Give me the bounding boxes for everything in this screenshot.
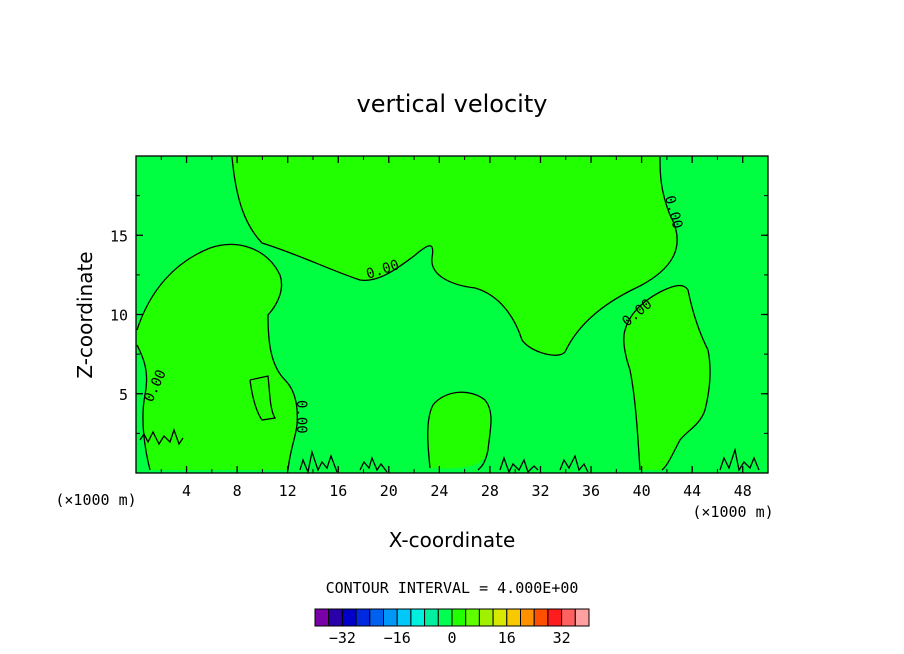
x-tick-label: 8 <box>233 482 242 500</box>
x-tick-label: 4 <box>182 482 191 500</box>
x-unit-left: (×1000 m) <box>55 491 136 509</box>
x-tick-label: 36 <box>582 482 600 500</box>
colorbar-tick-label: −32 <box>329 629 356 647</box>
contour-line-bump-center <box>427 391 492 471</box>
colorbar <box>314 608 590 627</box>
x-tick-label: 32 <box>531 482 549 500</box>
x-tick-label: 28 <box>481 482 499 500</box>
colorbar-tick-label: 32 <box>553 629 571 647</box>
colorbar-swatch <box>341 608 357 627</box>
colorbar-tick-label: 0 <box>447 629 456 647</box>
y-axis: 5 10 15 <box>110 195 768 434</box>
contour-line-top <box>231 156 678 356</box>
x-tick-label: 16 <box>329 482 347 500</box>
colorbar-swatch <box>520 608 535 627</box>
contour-lines <box>136 156 760 475</box>
colorbar-swatch <box>451 608 467 627</box>
contour-line-left-lower <box>136 344 151 471</box>
colorbar-swatch <box>478 608 494 627</box>
positive-region-bump-center <box>427 392 492 469</box>
colorbar-swatch <box>492 608 508 627</box>
x-tick-label: 12 <box>279 482 297 500</box>
plot-area: 0.00 0.00 0.00 0.00 0.00 <box>135 155 769 475</box>
colorbar-swatch <box>506 608 521 627</box>
colorbar-swatch <box>328 608 343 627</box>
colorbar-swatch <box>561 608 576 627</box>
colorbar-swatch <box>574 608 590 627</box>
positive-region-top <box>232 157 678 356</box>
x-axis: 4 8 12 16 20 24 28 32 36 40 44 48 <box>160 156 752 500</box>
y-tick-label: 5 <box>119 386 128 404</box>
x-axis-label: X-coordinate <box>389 528 516 552</box>
colorbar-swatch <box>396 608 412 627</box>
x-tick-label: 40 <box>633 482 651 500</box>
y-tick-label: 10 <box>110 307 128 325</box>
colorbar-swatch <box>355 608 371 627</box>
chart-title: vertical velocity <box>357 90 548 118</box>
colorbar-swatch <box>547 608 563 627</box>
contour-line-noise <box>139 428 760 475</box>
colorbar-swatch <box>437 608 453 627</box>
colorbar-swatch <box>424 608 439 627</box>
colorbar-swatch <box>369 608 384 627</box>
contour-line-left <box>136 243 298 471</box>
colorbar-tick-label: −16 <box>384 629 411 647</box>
colorbar-swatch <box>410 608 426 627</box>
y-axis-label: Z-coordinate <box>73 251 97 378</box>
positive-region-right <box>623 285 711 470</box>
positive-region-left <box>137 244 298 470</box>
x-tick-label: 20 <box>380 482 398 500</box>
colorbar-tick-label: 16 <box>498 629 516 647</box>
x-tick-label: 48 <box>734 482 752 500</box>
colorbar-swatch <box>465 608 480 627</box>
contour-line-small <box>249 375 277 421</box>
colorbar-tick-labels: −32 −16 0 16 32 <box>329 629 571 647</box>
contour-line-right <box>623 284 711 471</box>
x-unit-right: (×1000 m) <box>692 503 773 521</box>
x-tick-label: 24 <box>430 482 448 500</box>
colorbar-swatch <box>533 608 549 627</box>
colorbar-swatch <box>383 608 398 627</box>
colorbar-swatch <box>314 608 330 627</box>
x-tick-label: 44 <box>683 482 701 500</box>
contour-interval-text: CONTOUR INTERVAL = 4.000E+00 <box>326 579 579 597</box>
y-tick-label: 15 <box>110 227 128 245</box>
contour-label: 0.00 <box>293 400 309 434</box>
